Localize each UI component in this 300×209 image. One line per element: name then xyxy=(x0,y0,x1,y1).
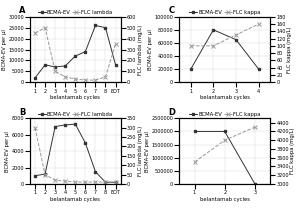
Y-axis label: BCMA-EV per µl: BCMA-EV per µl xyxy=(145,131,150,172)
BCMA-EV xyxy=(53,66,57,68)
X-axis label: belantamab cycles: belantamab cycles xyxy=(200,196,250,201)
BCMA-EV xyxy=(104,26,107,29)
BCMA-EV xyxy=(94,170,97,173)
Line: BCMA-EV: BCMA-EV xyxy=(193,130,256,185)
BCMA-EV xyxy=(114,64,117,66)
FLC lambda xyxy=(114,43,117,45)
Y-axis label: FLC lambda (mg/L): FLC lambda (mg/L) xyxy=(138,126,142,176)
BCMA-EV xyxy=(74,55,77,57)
BCMA-EV xyxy=(83,50,87,53)
FLC lambda xyxy=(63,76,67,78)
BCMA-EV xyxy=(234,38,238,41)
Line: BCMA-EV: BCMA-EV xyxy=(189,28,260,71)
BCMA-EV xyxy=(104,181,107,184)
FLC lambda xyxy=(43,26,47,29)
Line: FLC lambda: FLC lambda xyxy=(33,26,117,82)
FLC kappa xyxy=(212,45,215,47)
BCMA-EV xyxy=(114,181,117,184)
FLC lambda xyxy=(74,181,77,183)
FLC kappa xyxy=(193,161,196,163)
BCMA-EV xyxy=(189,68,193,70)
FLC lambda xyxy=(114,181,117,183)
FLC kappa xyxy=(257,23,260,25)
Line: FLC kappa: FLC kappa xyxy=(189,22,260,48)
Text: A: A xyxy=(19,6,26,15)
FLC kappa xyxy=(234,34,238,36)
FLC lambda xyxy=(94,181,97,183)
BCMA-EV xyxy=(94,24,97,27)
FLC lambda xyxy=(104,181,107,183)
FLC lambda xyxy=(104,76,107,78)
FLC lambda xyxy=(33,126,37,129)
X-axis label: belantamab cycles: belantamab cycles xyxy=(50,95,100,100)
Text: D: D xyxy=(169,108,176,117)
BCMA-EV xyxy=(43,173,47,175)
BCMA-EV xyxy=(43,64,47,66)
Legend: BCMA-EV, FLC lambda: BCMA-EV, FLC lambda xyxy=(38,10,112,15)
FLC lambda xyxy=(43,173,47,176)
BCMA-EV xyxy=(33,175,37,177)
BCMA-EV xyxy=(63,65,67,67)
BCMA-EV xyxy=(83,142,87,144)
FLC lambda xyxy=(63,180,67,182)
FLC lambda xyxy=(83,181,87,183)
Legend: BCMA-EV, FLC kappa: BCMA-EV, FLC kappa xyxy=(189,10,260,15)
BCMA-EV xyxy=(223,130,226,133)
Y-axis label: BCMA-EV per µl: BCMA-EV per µl xyxy=(2,29,7,70)
FLC kappa xyxy=(223,139,226,141)
BCMA-EV xyxy=(53,125,57,128)
Y-axis label: FLC kappa (mg/L): FLC kappa (mg/L) xyxy=(290,128,295,174)
FLC lambda xyxy=(74,78,77,80)
BCMA-EV xyxy=(63,124,67,126)
X-axis label: belantamab cycles: belantamab cycles xyxy=(200,95,250,100)
Legend: BCMA-EV, FLC lambda: BCMA-EV, FLC lambda xyxy=(38,112,112,117)
Y-axis label: FLC kappa (mg/L): FLC kappa (mg/L) xyxy=(287,26,292,73)
FLC kappa xyxy=(189,45,193,47)
X-axis label: belantamab cycles: belantamab cycles xyxy=(50,196,100,201)
BCMA-EV xyxy=(253,183,257,185)
FLC lambda xyxy=(53,179,57,181)
BCMA-EV xyxy=(33,77,37,79)
Y-axis label: FLC lambda (mg/L): FLC lambda (mg/L) xyxy=(138,24,142,75)
Line: FLC lambda: FLC lambda xyxy=(33,126,117,184)
FLC lambda xyxy=(83,79,87,81)
Line: BCMA-EV: BCMA-EV xyxy=(34,123,117,184)
Y-axis label: BCMA-EV per µl: BCMA-EV per µl xyxy=(5,131,10,172)
Legend: BCMA-EV, FLC kappa: BCMA-EV, FLC kappa xyxy=(189,112,260,117)
FLC lambda xyxy=(33,32,37,34)
BCMA-EV xyxy=(193,130,196,133)
BCMA-EV xyxy=(212,29,215,31)
Line: BCMA-EV: BCMA-EV xyxy=(34,24,117,79)
FLC kappa xyxy=(253,126,257,128)
FLC lambda xyxy=(94,79,97,81)
Text: C: C xyxy=(169,6,175,15)
Text: B: B xyxy=(19,108,26,117)
Y-axis label: BCMA-EV per µl: BCMA-EV per µl xyxy=(148,29,153,70)
BCMA-EV xyxy=(74,123,77,125)
Line: FLC kappa: FLC kappa xyxy=(193,125,256,164)
FLC lambda xyxy=(53,70,57,73)
BCMA-EV xyxy=(257,68,260,70)
